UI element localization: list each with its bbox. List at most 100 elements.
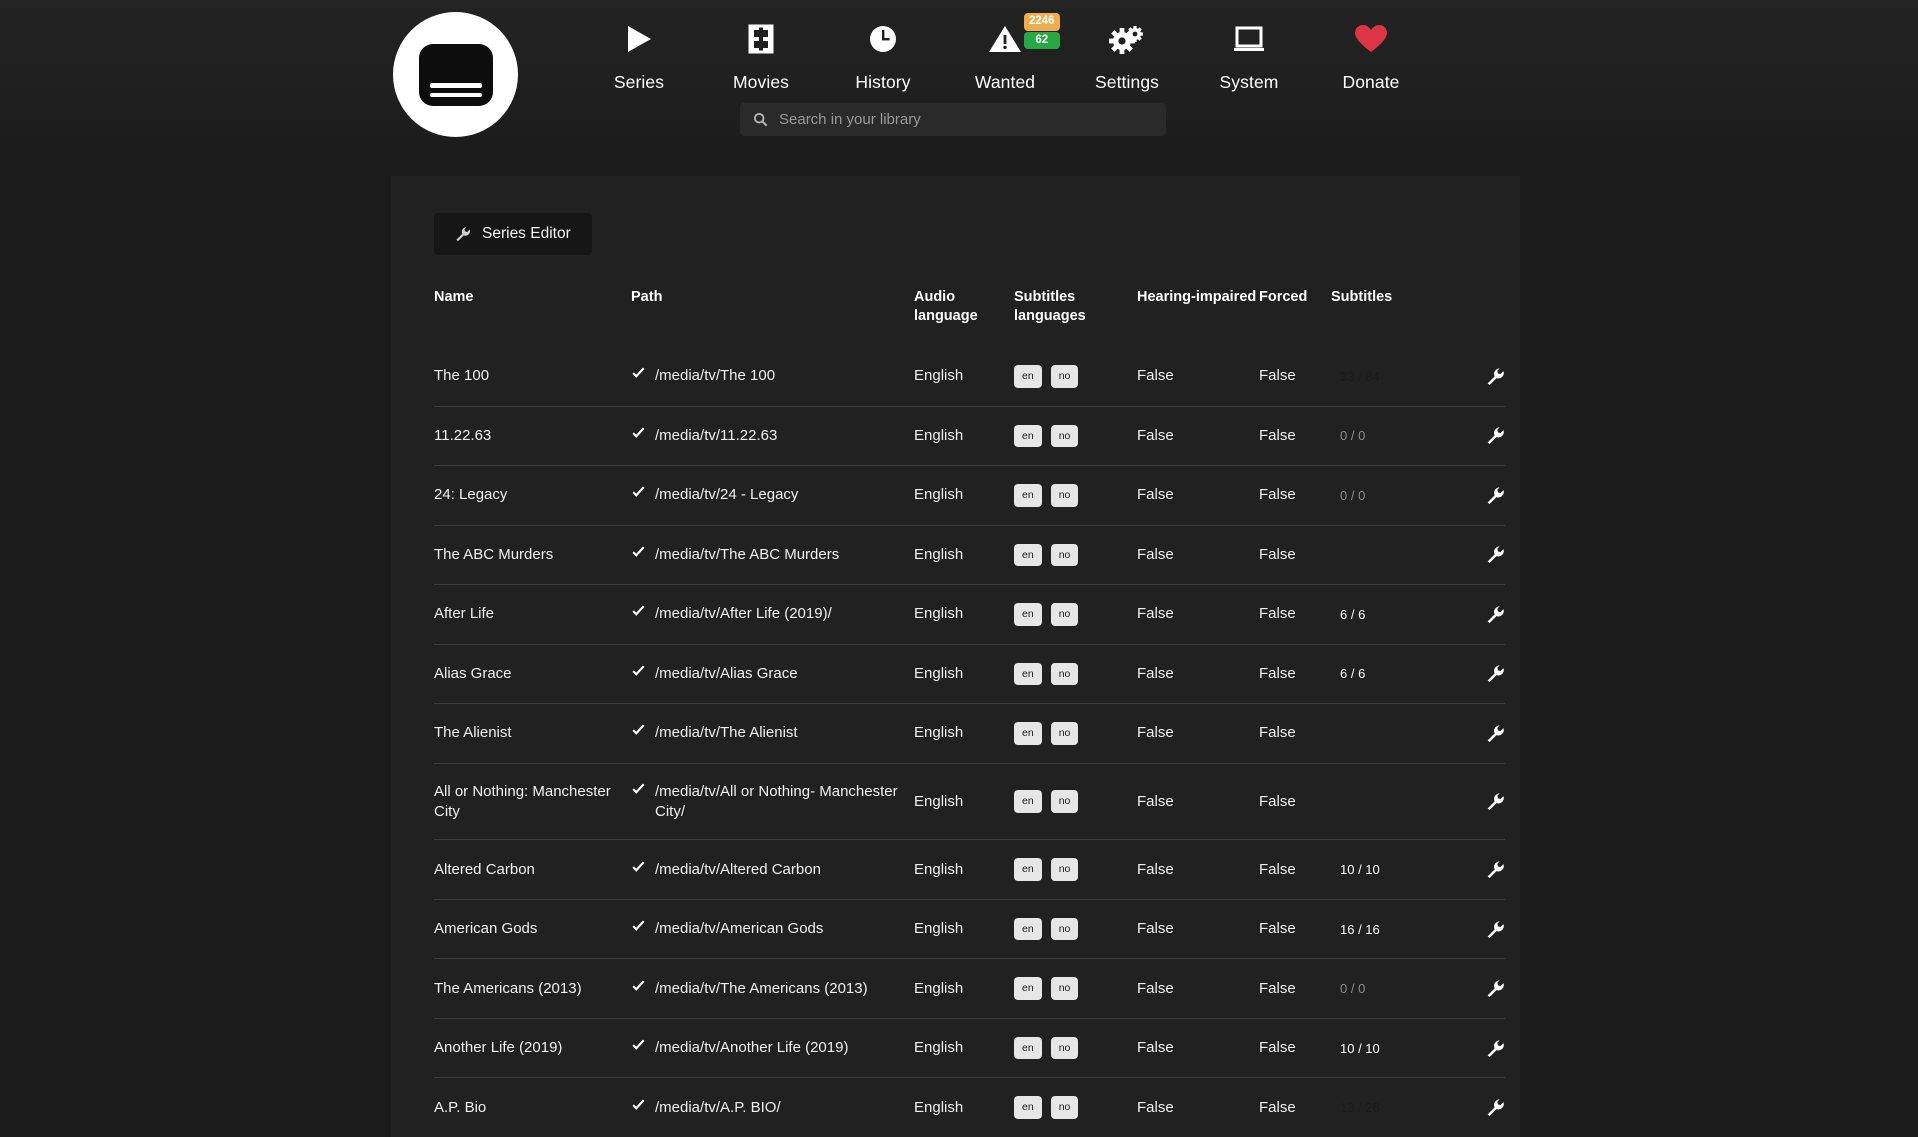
table-row[interactable]: After Life /media/tv/After Life (2019)/ … [434,584,1505,645]
table-row[interactable]: 24: Legacy /media/tv/24 - Legacy English… [434,465,1505,526]
nav-item-movies[interactable]: Movies [722,16,800,93]
subtitle-language-pill[interactable]: en [1014,543,1042,567]
row-edit-wrench-button[interactable] [1465,920,1505,939]
subtitle-language-pill[interactable]: en [1014,1036,1042,1060]
row-edit-wrench-button[interactable] [1465,426,1505,445]
subtitle-language-pill[interactable]: no [1050,543,1079,567]
path-text: /media/tv/Alias Grace [655,664,798,682]
table-row[interactable]: The Alienist /media/tv/The Alienist Engl… [434,703,1505,764]
table-row[interactable]: American Gods /media/tv/American Gods En… [434,898,1505,959]
search-input[interactable] [779,111,1153,128]
subtitle-language-pill[interactable]: no [1050,1096,1079,1119]
cell-name: Altered Carbon [434,839,631,900]
subtitle-language-pill[interactable]: en [1014,790,1042,813]
subtitle-language-pill[interactable]: en [1014,484,1042,507]
subtitle-language-pill[interactable]: no [1050,858,1079,881]
subtitle-language-pill[interactable]: no [1050,1036,1079,1060]
row-edit-wrench-button[interactable] [1465,792,1505,811]
cell-forced: False [1259,643,1331,704]
table-row[interactable]: Altered Carbon /media/tv/Altered Carbon … [434,839,1505,900]
subtitle-language-pill[interactable]: no [1050,424,1079,448]
row-edit-wrench-button[interactable] [1465,1098,1505,1117]
subtitle-language-pill[interactable]: no [1050,790,1079,813]
series-editor-button[interactable]: Series Editor [434,213,592,255]
cell-path: /media/tv/11.22.63 [631,405,914,466]
subtitle-language-pill[interactable]: en [1014,722,1042,745]
wrench-icon [1486,920,1505,939]
table-row[interactable]: 11.22.63 /media/tv/11.22.63 English en no F… [434,405,1505,466]
cell-name: 11.22.63 [434,405,631,466]
col-header-path[interactable]: Path [631,289,663,305]
wrench-icon [1486,545,1505,564]
cell-name: The Americans (2013) [434,958,631,1019]
subtitle-language-pill[interactable]: no [1050,662,1079,686]
path-text: /media/tv/The ABC Murders [655,545,840,563]
subtitle-language-pill[interactable]: en [1014,917,1042,941]
cell-path: /media/tv/Alias Grace [631,643,914,704]
nav-item-wanted[interactable]: 2246 62 Wanted [966,13,1060,93]
row-edit-wrench-button[interactable] [1465,979,1505,998]
check-icon [631,1098,646,1113]
nav-item-settings[interactable]: Settings [1088,16,1166,93]
cell-name: A.P. Bio [434,1077,631,1137]
check-icon [631,860,646,875]
table-row[interactable]: The 100 /media/tv/The 100 English en no Fal… [434,347,1505,406]
subtitle-language-pill[interactable]: no [1050,603,1079,626]
nav-item-series[interactable]: Series [600,16,678,93]
col-header-audio-language[interactable]: Audio language [914,289,978,324]
subtitle-language-pill[interactable]: en [1014,365,1042,388]
subtitle-language-pill[interactable]: en [1014,424,1042,448]
subtitle-language-pill[interactable]: no [1050,365,1079,388]
col-header-forced[interactable]: Forced [1259,289,1308,305]
subtitle-language-pill[interactable]: no [1050,484,1079,507]
row-edit-wrench-button[interactable] [1465,664,1505,683]
series-table-head: Name Path Audio language Subtitles langu… [434,288,1505,347]
row-edit-wrench-button[interactable] [1465,545,1505,564]
row-edit-wrench-button[interactable] [1465,860,1505,879]
col-header-subtitles[interactable]: Subtitles [1331,289,1393,305]
table-row[interactable]: A.P. Bio /media/tv/A.P. BIO/ English en no… [434,1077,1505,1137]
cell-name: American Gods [434,898,631,959]
subtitle-language-pill[interactable]: en [1014,662,1042,686]
row-edit-wrench-button[interactable] [1465,1039,1505,1058]
cell-path: /media/tv/The 100 [631,347,914,406]
cell-subtitles: 0 / 0 [1331,958,1465,1019]
table-row[interactable]: Alias Grace /media/tv/Alias Grace Englis… [434,643,1505,704]
subtitle-language-pill[interactable]: en [1014,603,1042,626]
cell-name: The Alienist [434,703,631,764]
col-header-subtitles-languages[interactable]: Subtitles languages [1014,289,1086,324]
search-bar[interactable] [740,103,1166,136]
col-header-hearing-impaired[interactable]: Hearing-impaired [1137,289,1257,305]
subtitle-language-pill[interactable]: en [1014,858,1042,881]
row-edit-wrench-button[interactable] [1465,486,1505,505]
table-row[interactable]: The ABC Murders /media/tv/The ABC Murder… [434,524,1505,585]
cell-subtitles-languages: en no [1014,1077,1137,1137]
table-row[interactable]: The Americans (2013) /media/tv/The Ameri… [434,958,1505,1019]
path-text: /media/tv/The Alienist [655,724,798,742]
row-edit-wrench-button[interactable] [1465,724,1505,743]
check-icon [631,979,646,994]
wanted-badge-ok: 62 [1024,31,1060,49]
cell-actions [1465,703,1505,764]
app-logo[interactable] [393,12,518,137]
cell-audio-language: English [914,367,964,385]
table-row[interactable]: Another Life (2019) /media/tv/Another Li… [434,1017,1505,1078]
subtitle-language-pill[interactable]: no [1050,722,1079,745]
cell-audio-language: English [914,465,1014,526]
subtitle-language-pill[interactable]: en [1014,977,1042,1000]
subtitle-language-pill[interactable]: no [1050,977,1079,1000]
row-edit-wrench-button[interactable] [1465,605,1505,624]
path-text: /media/tv/American Gods [655,920,824,938]
cell-hearing-impaired: False [1137,367,1174,385]
subtitle-language-pill[interactable]: no [1050,917,1079,941]
nav-item-history[interactable]: History [844,16,922,93]
nav-item-donate[interactable]: Donate [1332,16,1410,93]
col-header-name[interactable]: Name [434,289,474,305]
cell-subtitles-languages: en no [1014,1017,1137,1078]
wrench-icon [1486,1098,1505,1117]
nav-item-system[interactable]: System [1210,16,1288,93]
subtitle-language-pill[interactable]: en [1014,1096,1042,1119]
cell-subtitles-languages: en no [1014,898,1137,959]
table-row[interactable]: All or Nothing: Manchester City /media/t… [434,762,1505,840]
row-edit-wrench-button[interactable] [1465,367,1505,386]
